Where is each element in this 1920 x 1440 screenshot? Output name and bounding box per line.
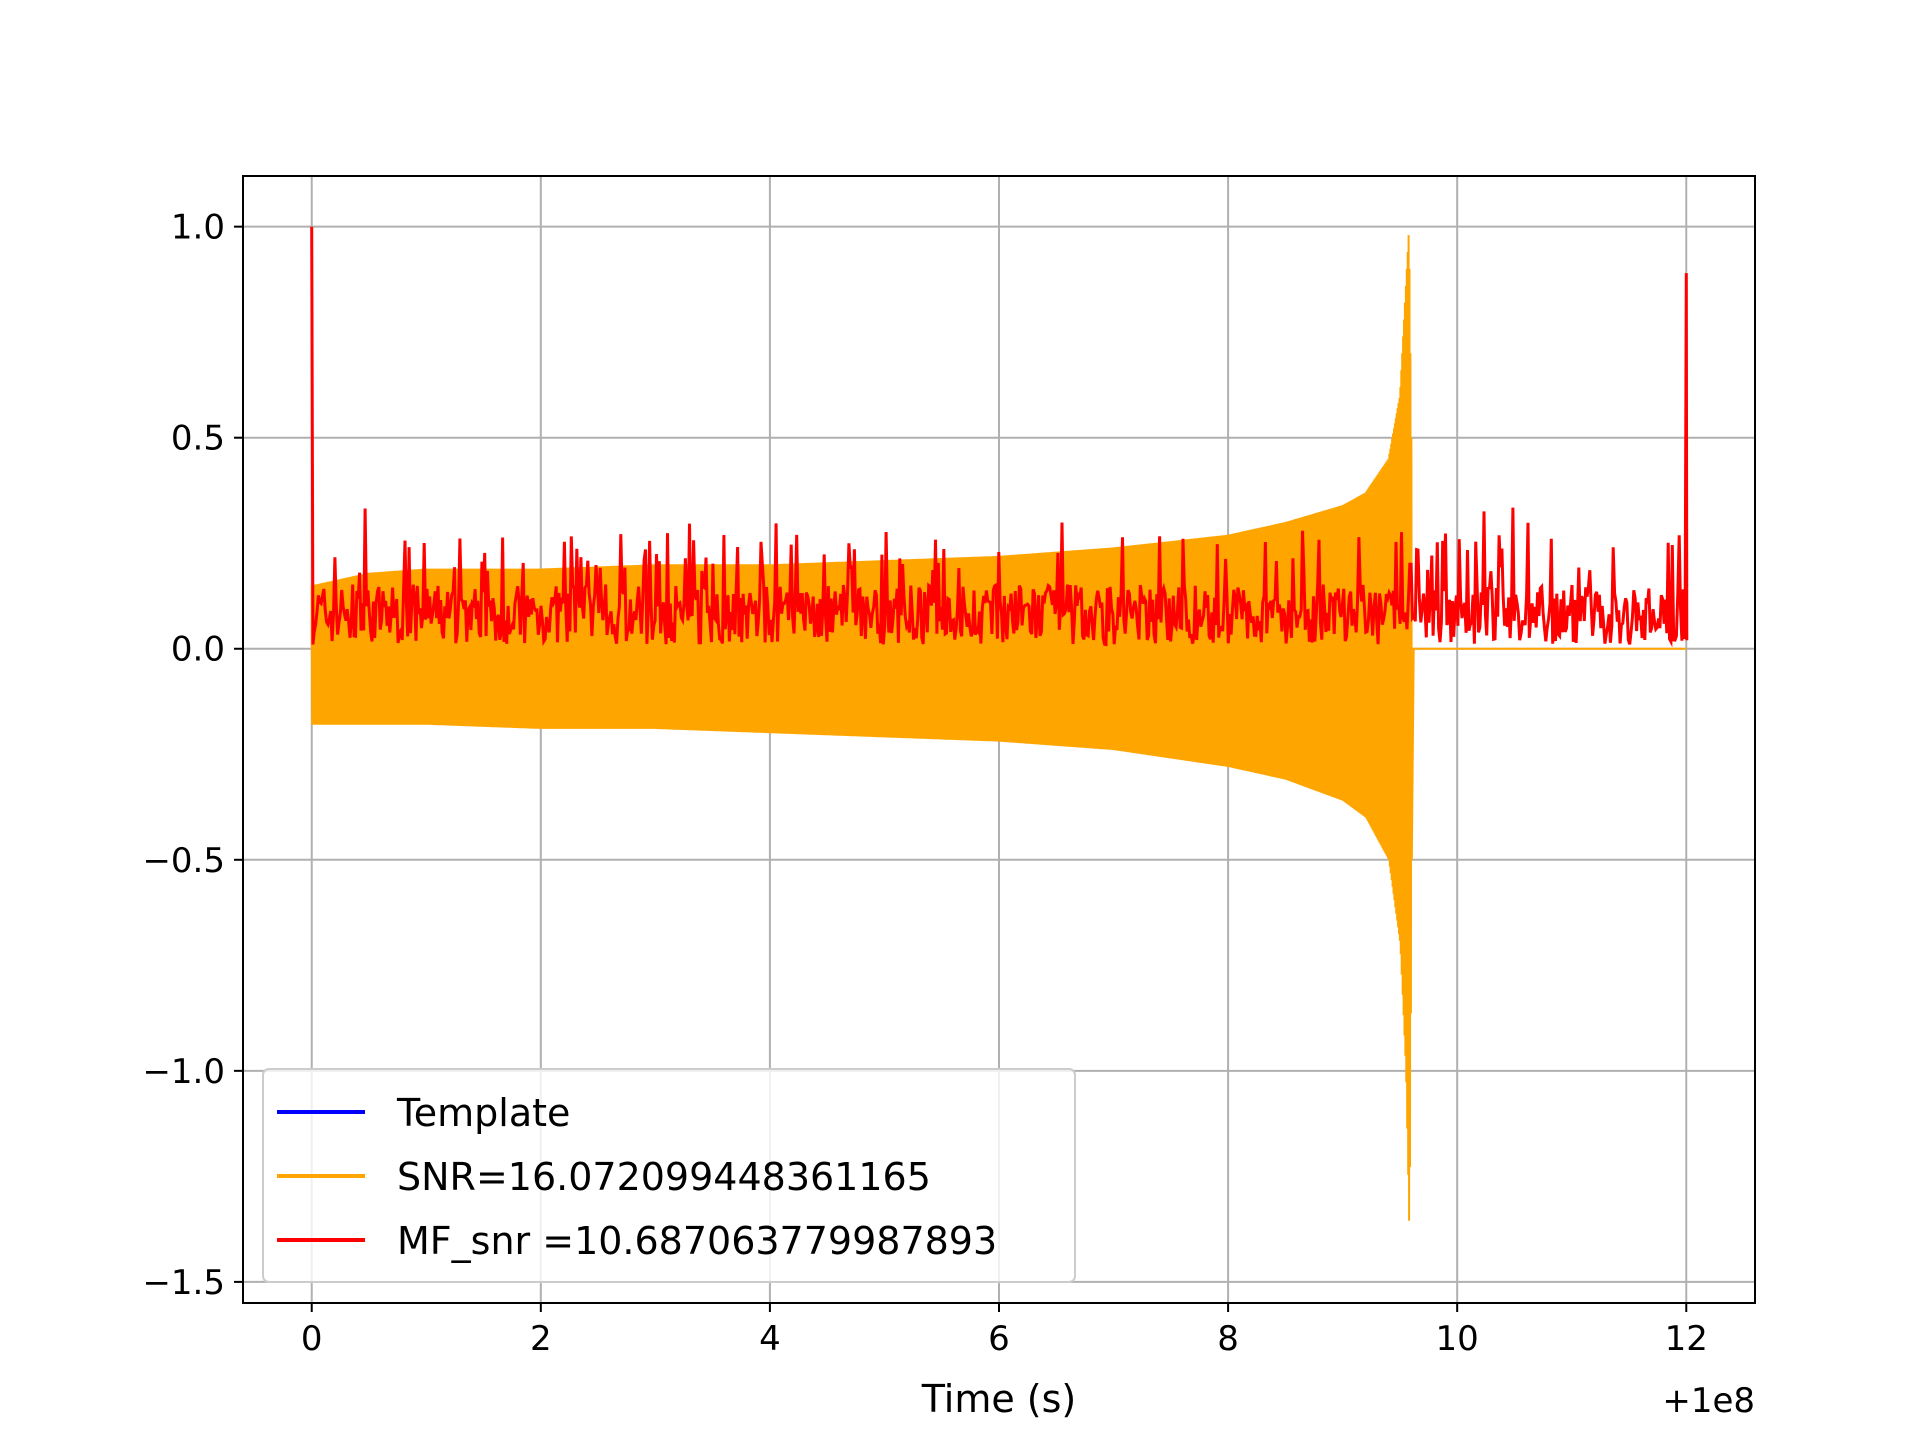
x-tick-label: 8 xyxy=(1217,1319,1239,1359)
y-tick-label: 1.0 xyxy=(171,208,225,248)
x-axis-offset-label: +1e8 xyxy=(1662,1381,1755,1421)
y-tick-label: 0.0 xyxy=(171,630,225,670)
x-tick-label: 6 xyxy=(988,1319,1010,1359)
x-tick-label: 12 xyxy=(1665,1319,1708,1359)
series-layer xyxy=(310,226,1689,1221)
x-tick-label: 2 xyxy=(530,1319,552,1359)
x-axis-title: Time (s) xyxy=(921,1377,1077,1421)
x-tick-label: 0 xyxy=(301,1319,323,1359)
legend-label: MF_snr =10.687063779987893 xyxy=(397,1219,997,1263)
x-tick-label: 10 xyxy=(1436,1319,1479,1359)
x-tick-label: 4 xyxy=(759,1319,781,1359)
legend-box xyxy=(262,1068,1076,1283)
y-tick-label: 0.5 xyxy=(171,419,225,459)
legend-label: SNR=16.072099448361165 xyxy=(397,1155,931,1199)
y-tick-label: −1.5 xyxy=(142,1263,225,1303)
ticks: 0 2 4 6 8 10 12 1.0 0.5 0.0 −0.5 −1.0 −1.5 xyxy=(142,208,1707,1359)
y-tick-label: −1.0 xyxy=(142,1052,225,1092)
series-mf-snr-line xyxy=(310,226,1689,648)
legend-label: Template xyxy=(396,1091,570,1135)
y-tick-label: −0.5 xyxy=(142,841,225,881)
series-snr-line xyxy=(310,235,1687,1221)
legend: Template SNR=16.072099448361165 MF_snr =10… xyxy=(262,1068,1076,1283)
